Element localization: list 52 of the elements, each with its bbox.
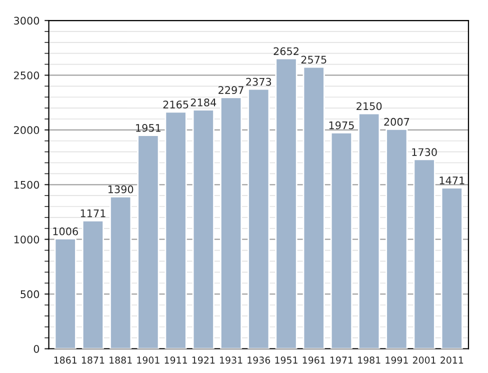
x-tick-label: 1881 bbox=[110, 356, 132, 364]
data-label: 2297 bbox=[218, 86, 244, 94]
x-tick-label: 1936 bbox=[248, 356, 270, 364]
data-label: 1171 bbox=[80, 209, 106, 218]
x-tick-label: 1861 bbox=[54, 356, 77, 364]
data-label: 1730 bbox=[412, 148, 437, 156]
data-label: 1390 bbox=[108, 185, 134, 194]
bar bbox=[82, 220, 104, 349]
data-label: 2007 bbox=[384, 118, 410, 126]
data-label: 2373 bbox=[246, 78, 272, 86]
bar bbox=[248, 88, 270, 349]
data-label: 2184 bbox=[190, 98, 216, 106]
data-label: 2652 bbox=[274, 47, 298, 56]
bar bbox=[275, 58, 298, 349]
data-label: 1006 bbox=[53, 227, 78, 236]
x-tick-label: 2001 bbox=[412, 356, 436, 364]
data-label: 2165 bbox=[163, 100, 188, 108]
x-tick-label: 1911 bbox=[164, 356, 187, 364]
x-tick-label: 1971 bbox=[330, 356, 353, 364]
y-tick-label: 0 bbox=[34, 344, 40, 353]
bar bbox=[192, 109, 214, 349]
data-label: 1951 bbox=[136, 124, 160, 132]
bar bbox=[358, 112, 380, 349]
bar bbox=[110, 196, 132, 349]
data-label: 2150 bbox=[356, 102, 382, 110]
bar bbox=[54, 238, 76, 349]
y-tick-label: 2500 bbox=[14, 71, 40, 80]
bar bbox=[137, 134, 160, 349]
x-tick-label: 1871 bbox=[82, 356, 104, 364]
bar bbox=[440, 187, 463, 349]
y-tick-label: 500 bbox=[20, 290, 40, 298]
x-tick-label: 1901 bbox=[137, 356, 160, 364]
y-tick-label: 1500 bbox=[14, 180, 40, 189]
y-tick-label: 1000 bbox=[14, 236, 40, 244]
bar bbox=[302, 66, 325, 349]
data-label: 1471 bbox=[440, 176, 464, 184]
y-tick-label: 3000 bbox=[14, 16, 40, 25]
x-tick-label: 1961 bbox=[302, 356, 326, 364]
y-tick-label: 2000 bbox=[14, 126, 40, 134]
bar bbox=[164, 111, 187, 349]
bar bbox=[386, 128, 408, 349]
x-tick-label: 1981 bbox=[358, 356, 380, 364]
bar bbox=[330, 132, 353, 349]
bar bbox=[413, 158, 436, 349]
bar bbox=[220, 96, 242, 349]
x-tick-label: 1921 bbox=[192, 356, 215, 364]
data-label: 2575 bbox=[301, 56, 326, 64]
data-label: 1975 bbox=[329, 121, 354, 130]
x-tick-label: 1951 bbox=[275, 356, 298, 364]
x-tick-label: 1991 bbox=[386, 356, 408, 364]
x-tick-label: 2011 bbox=[440, 356, 464, 364]
x-tick-label: 1931 bbox=[220, 356, 242, 364]
